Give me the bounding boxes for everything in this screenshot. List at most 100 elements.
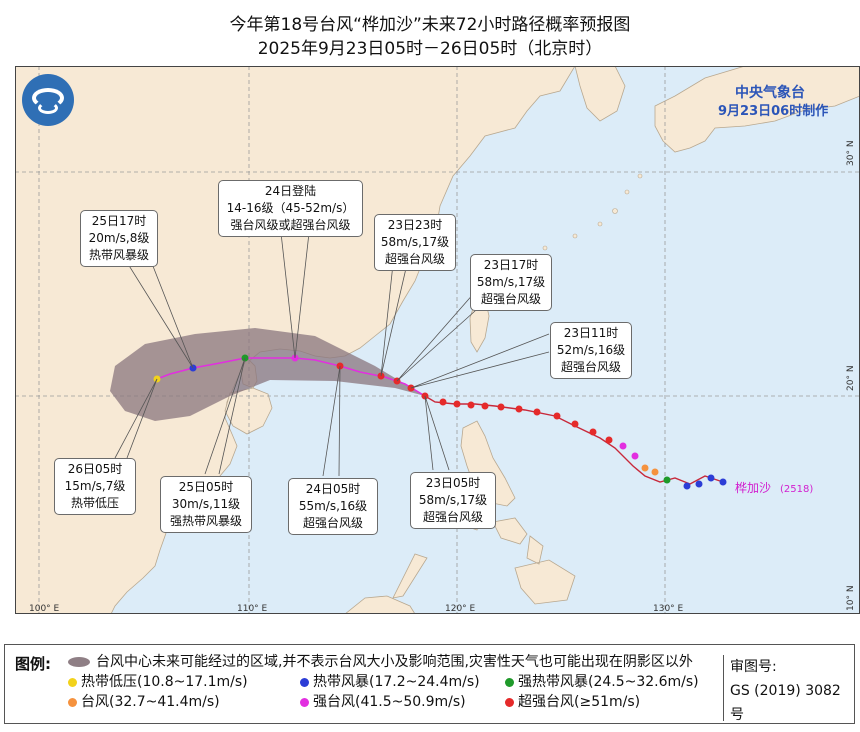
legend-item-label: 强热带风暴(24.5~32.6m/s): [518, 674, 699, 690]
review-label: 审图号:: [730, 659, 777, 675]
callout-time: 25日17时: [91, 214, 147, 228]
track-point-superty: [481, 402, 489, 410]
observed-points: [439, 398, 727, 490]
callout-box: 24日登陆 14-16级（45-52m/s） 强台风级或超强台风级: [218, 180, 363, 237]
callout-wind: 52m/s,16级: [556, 343, 626, 357]
legend-item: 强热带风暴(24.5~32.6m/s): [505, 671, 699, 691]
callout-wind: 20m/s,8级: [88, 231, 150, 245]
callout-wind: 14-16级（45-52m/s）: [226, 201, 355, 215]
track-point-ts: [719, 478, 727, 486]
callout-leaders: [114, 223, 550, 477]
track-point-superty: [453, 400, 461, 408]
cone-swatch-icon: [68, 657, 90, 667]
legend-item: 热带低压(10.8~17.1m/s): [68, 671, 248, 691]
callout-class: 超强台风级: [384, 252, 445, 266]
callout-box: 23日23时 58m/s,17级 超强台风级: [374, 214, 456, 271]
legend-cone-text: 台风中心未来可能经过的区域,并不表示台风大小及影响范围,灾害性天气也可能出现在阴…: [96, 654, 693, 670]
callout-wind: 58m/s,17级: [380, 235, 450, 249]
callout-box: 26日05时 15m/s,7级 热带低压: [54, 458, 136, 515]
callout-time: 25日05时: [178, 480, 234, 494]
legend-item-label: 台风(32.7~41.4m/s): [81, 694, 220, 710]
typhoon-track-map: 100° E 110° E 120° E 130° E 30° N 20° N …: [15, 66, 860, 614]
legend-dot-icon: [300, 677, 309, 687]
callout-box: 23日05时 58m/s,17级 超强台风级: [410, 472, 496, 529]
callout-class: 超强台风级: [302, 516, 363, 530]
callout-time: 24日登陆: [264, 184, 317, 198]
lon-label-100: 100° E: [29, 604, 60, 614]
legend-dot-icon: [505, 697, 514, 707]
storm-name-label: 桦加沙: [735, 480, 771, 495]
legend-cone-entry: 台风中心未来可能经过的区域,并不表示台风大小及影响范围,灾害性天气也可能出现在阴…: [68, 651, 693, 671]
callout-wind: 55m/s,16级: [298, 499, 368, 513]
callout-wind: 30m/s,11级: [171, 497, 241, 511]
track-point-sty: [631, 452, 639, 460]
track-point-ts: [695, 480, 703, 488]
callout-class: 超强台风级: [422, 510, 483, 524]
track-point-ts: [683, 482, 691, 490]
lon-label-120: 120° E: [445, 604, 476, 614]
lat-label-30: 30° N: [846, 140, 856, 166]
borneo-land: [344, 595, 416, 614]
callout-time: 23日23时: [387, 218, 443, 232]
legend-panel: 图例:: [4, 644, 855, 724]
japan-land: [654, 66, 860, 153]
callout-class: 热带低压: [70, 496, 119, 510]
callout-time: 23日11时: [563, 326, 619, 340]
storm-code-label: (2518): [780, 484, 813, 495]
callout-box: 25日17时 20m/s,8级 热带风暴级: [80, 210, 158, 267]
legend-dot-icon: [300, 697, 309, 707]
track-point-superty: [439, 398, 447, 406]
legend-heading: 图例:: [15, 655, 51, 673]
callout-box: 23日17时 58m/s,17级 超强台风级: [470, 254, 552, 311]
track-point-sts: [663, 476, 671, 484]
legend-item-label: 热带低压(10.8~17.1m/s): [81, 674, 248, 690]
callout-class: 热带风暴级: [88, 248, 149, 262]
lat-label-20: 20° N: [846, 365, 856, 391]
ryukyu-islands: [542, 173, 643, 251]
track-point-ty: [641, 464, 649, 472]
agency-name: 中央气象台: [735, 85, 805, 101]
track-point-superty: [467, 401, 475, 409]
track-point-superty: [571, 420, 579, 428]
legend-item: 强台风(41.5~50.9m/s): [300, 691, 466, 711]
callout-wind: 58m/s,17级: [476, 275, 546, 289]
legend-dot-icon: [68, 677, 77, 687]
legend-item-label: 强台风(41.5~50.9m/s): [313, 694, 466, 710]
track-point-ty: [651, 468, 659, 476]
callout-wind: 15m/s,7级: [64, 479, 126, 493]
lon-label-130: 130° E: [653, 604, 684, 614]
track-point-superty: [497, 403, 505, 411]
cma-logo: [22, 74, 74, 126]
track-point-superty: [533, 408, 541, 416]
palawan-island: [392, 553, 428, 599]
callout-time: 23日17时: [483, 258, 539, 272]
callout-box: 23日11时 52m/s,16级 超强台风级: [550, 322, 632, 379]
legend-dot-icon: [68, 697, 77, 707]
callout-wind: 58m/s,17级: [418, 493, 488, 507]
callout-box: 25日05时 30m/s,11级 强热带风暴级: [160, 476, 252, 533]
callout-class: 强台风级或超强台风级: [230, 218, 351, 232]
legend-dot-icon: [505, 677, 514, 687]
review-number-box: 审图号: GS (2019) 3082号: [723, 655, 853, 723]
track-point-superty: [589, 428, 597, 436]
lon-label-110: 110° E: [237, 604, 268, 614]
korea-land: [574, 66, 626, 122]
map-title: 今年第18号台风“桦加沙”未来72小时路径概率预报图: [229, 15, 631, 35]
legend-item: 热带风暴(17.2~24.4m/s): [300, 671, 480, 691]
track-point-ts: [707, 474, 715, 482]
callout-time: 26日05时: [67, 462, 123, 476]
legend-item-label: 热带风暴(17.2~24.4m/s): [313, 674, 480, 690]
hainan-island: [224, 387, 273, 435]
callout-class: 强热带风暴级: [169, 514, 242, 528]
callout-time: 24日05时: [305, 482, 361, 496]
review-number: GS (2019) 3082号: [730, 683, 841, 723]
legend-item: 台风(32.7~41.4m/s): [68, 691, 220, 711]
philippines-south-islands: [464, 511, 576, 605]
callout-box: 24日05时 55m/s,16级 超强台风级: [288, 478, 378, 535]
track-point-sty: [619, 442, 627, 450]
probability-cone: [110, 328, 425, 421]
map-subtitle: 2025年9月23日05时－26日05时（北京时）: [257, 39, 603, 59]
callout-class: 超强台风级: [480, 292, 541, 306]
track-point-superty: [515, 405, 523, 413]
track-point-superty: [553, 412, 561, 420]
